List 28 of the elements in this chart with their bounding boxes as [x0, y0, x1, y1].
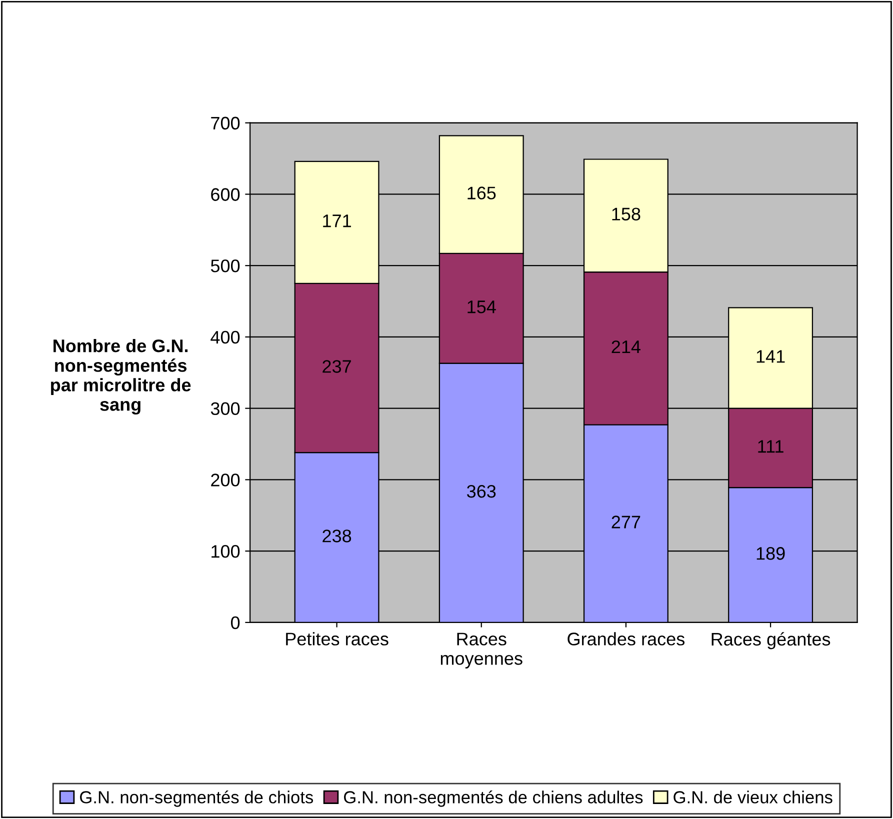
x-tick-label: Races géantes: [712, 632, 830, 650]
data-label: 237: [322, 360, 351, 373]
y-tick-label: 100: [212, 545, 240, 558]
data-label: 111: [758, 440, 784, 453]
y-tick-label: 400: [210, 330, 240, 344]
data-label: 171: [323, 214, 351, 228]
x-tick-label: Grandes races: [568, 632, 685, 646]
legend-label: G.N. non-segmentés de chiots: [80, 790, 314, 807]
legend-label: G.N. de vieux chiens: [674, 790, 832, 804]
y-tick-label: 500: [210, 260, 240, 272]
y-axis-title: Nombre de G.N. non-segmentés par microlitre de sang: [51, 338, 191, 414]
legend-label: G.N. non-segmentés de chiens adultes: [344, 790, 643, 807]
data-label: 141: [756, 350, 785, 363]
y-tick-label: 300: [210, 402, 240, 416]
data-label: 277: [612, 516, 640, 528]
y-tick-label: 600: [211, 188, 240, 201]
data-label: 158: [612, 208, 640, 220]
data-label: 363: [466, 484, 496, 498]
y-tick-label: 700: [211, 116, 240, 130]
y-tick-label: 0: [230, 616, 240, 630]
data-label: 154: [468, 300, 496, 314]
data-label: 189: [756, 547, 785, 560]
x-tick-label: Petites races: [286, 632, 388, 646]
data-label: 165: [468, 186, 496, 200]
data-label: 238: [322, 530, 352, 542]
data-label: 214: [612, 340, 640, 354]
x-tick-label: Races moyennes: [440, 632, 522, 668]
y-tick-label: 200: [211, 474, 240, 486]
